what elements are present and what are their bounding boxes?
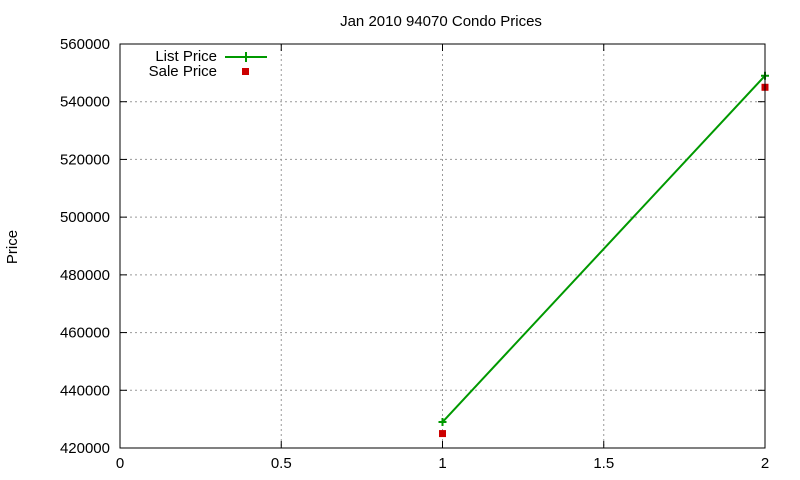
y-tick-label: 540000 xyxy=(60,94,110,111)
y-tick-label: 520000 xyxy=(60,151,110,168)
grid-layer xyxy=(120,44,765,448)
x-tick-label: 0.5 xyxy=(271,455,292,472)
legend: List Price Sale Price xyxy=(149,48,267,80)
chart-title: Jan 2010 94070 Condo Prices xyxy=(340,13,542,30)
legend-label-sale-price: Sale Price xyxy=(149,63,217,80)
series-line-list-price xyxy=(441,75,766,423)
x-tick-label: 0 xyxy=(116,455,124,472)
y-tick-label: 440000 xyxy=(60,382,110,399)
x-tick-label: 1.5 xyxy=(593,455,614,472)
x-tick-label: 2 xyxy=(761,455,769,472)
x-tick-label: 1 xyxy=(438,455,446,472)
y-tick-label: 480000 xyxy=(60,267,110,284)
y-tick-label: 460000 xyxy=(60,325,110,342)
legend-marker-list-price xyxy=(241,52,251,62)
y-tick-label: 420000 xyxy=(60,440,110,457)
legend-marker-sale-price xyxy=(242,68,249,75)
y-tick-label: 500000 xyxy=(60,209,110,226)
sale-price-point xyxy=(439,430,446,438)
ticks-layer: 420000 440000 460000 480000 500000 520000 5400… xyxy=(60,36,769,472)
legend-label-list-price: List Price xyxy=(155,48,217,65)
list-price-point xyxy=(438,418,447,427)
y-tick-label: 560000 xyxy=(60,36,110,53)
y-axis-title: Price xyxy=(4,230,21,264)
